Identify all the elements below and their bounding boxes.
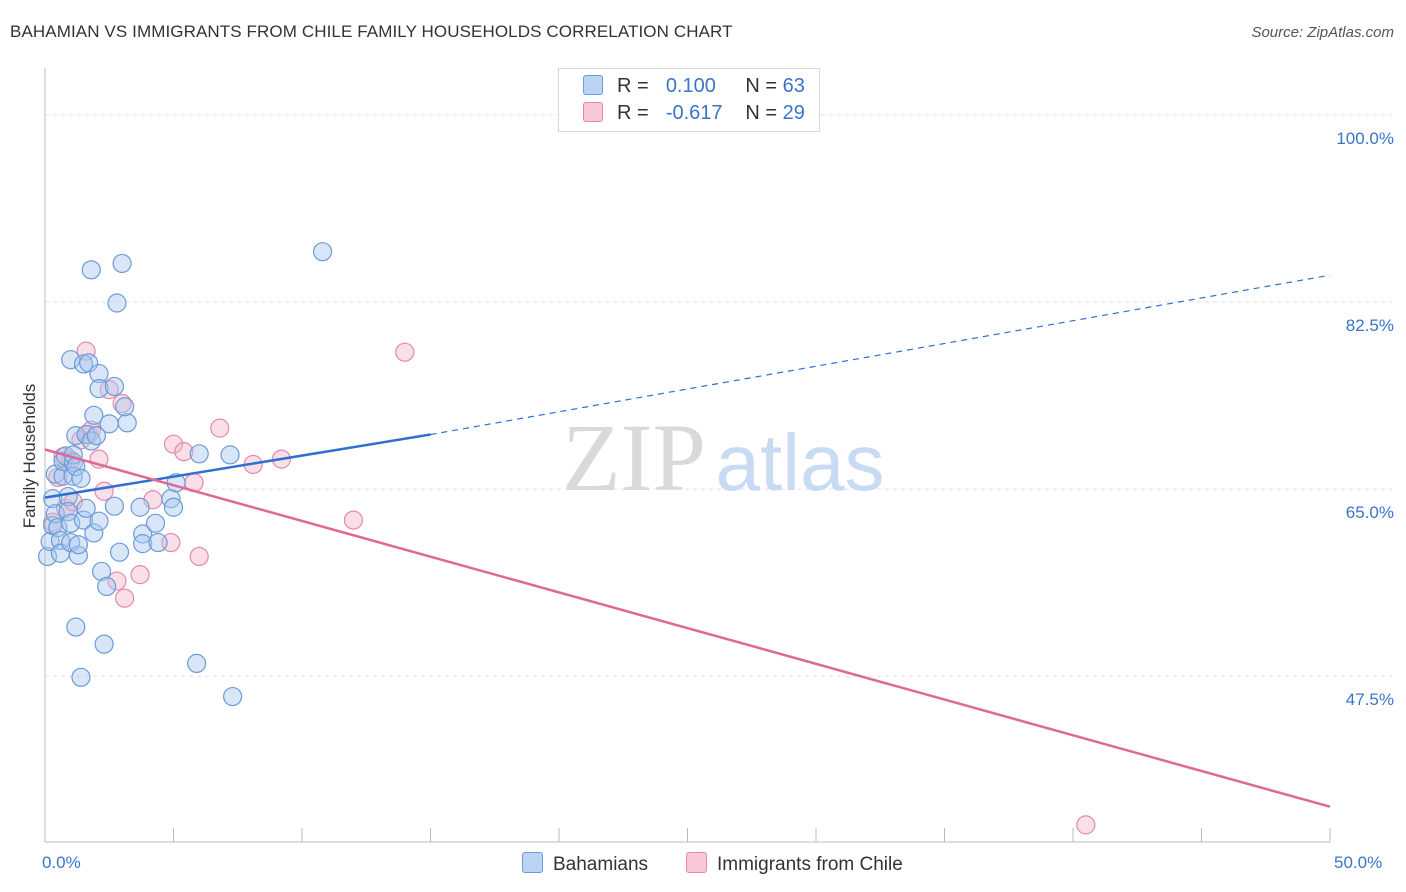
trend-line-immigrants-from-chile <box>44 448 1331 808</box>
point-bahamian <box>66 426 86 446</box>
legend-r-value-bahamians: 0.100 <box>665 75 716 97</box>
watermark-atlas: atlas <box>716 418 885 507</box>
bottom-legend-label: Bahamians <box>553 854 649 875</box>
point-immigrants-from-chile <box>189 546 209 567</box>
legend-n-label: N = <box>745 75 778 97</box>
watermark-zip: ZIP <box>562 404 706 511</box>
point-immigrants-from-chile <box>163 434 184 454</box>
trend-lines <box>44 274 1331 808</box>
point-bahamian <box>148 532 168 553</box>
bottom-legend-label: Immigrants from Chile <box>717 854 903 875</box>
point-bahamian <box>109 542 130 562</box>
point-bahamian <box>187 653 207 674</box>
legend-n-value-bahamians: 63 <box>782 75 805 97</box>
point-immigrants-from-chile <box>99 380 119 400</box>
y-tick-label: 47.5% <box>1345 690 1394 710</box>
chart-title: BAHAMIAN VS IMMIGRANTS FROM CHILE FAMILY… <box>10 22 733 41</box>
point-bahamian <box>68 535 89 555</box>
point-bahamian <box>89 363 109 384</box>
bottom-legend-swatch-blue <box>522 852 543 873</box>
point-immigrants-from-chile <box>55 498 76 518</box>
legend-r-label: R = <box>617 75 649 97</box>
legend-swatch-blue <box>583 75 603 95</box>
point-immigrants-from-chile <box>210 418 230 438</box>
legend-r-value-chile: -0.617 <box>665 102 723 124</box>
point-bahamian <box>130 497 150 517</box>
point-bahamian <box>73 510 94 530</box>
legend-row-bahamians: R = 0.100 N = 63 <box>583 75 805 98</box>
point-bahamian <box>99 414 119 434</box>
source-label: Source: ZipAtlas.com <box>1251 24 1394 41</box>
point-bahamian <box>133 524 153 544</box>
watermark: ZIP atlas <box>562 404 884 511</box>
point-bahamian <box>43 489 63 509</box>
point-bahamian <box>112 253 132 274</box>
trend-line-bahamians-extension <box>430 274 1331 436</box>
y-tick-label: 65.0% <box>1345 503 1394 523</box>
bottom-legend-swatch-pink <box>686 852 707 873</box>
y-tick-label: 82.5% <box>1345 315 1394 335</box>
point-bahamian <box>89 378 109 399</box>
point-immigrants-from-chile <box>112 393 132 414</box>
point-immigrants-from-chile <box>130 565 150 585</box>
point-bahamian <box>104 496 124 516</box>
point-bahamian <box>189 444 209 464</box>
point-immigrants-from-chile <box>395 342 415 362</box>
point-immigrants-from-chile <box>107 571 127 591</box>
legend-n-value-chile: 29 <box>782 102 805 124</box>
series-immigrants-from-chile <box>43 341 1096 835</box>
point-bahamian <box>312 242 333 262</box>
point-bahamian <box>71 468 91 488</box>
point-bahamian <box>86 426 107 446</box>
point-bahamian <box>115 397 135 417</box>
bottom-legend-bahamians: Bahamians <box>522 852 648 876</box>
y-axis-title: Family Households <box>20 383 39 529</box>
point-bahamian <box>107 293 127 313</box>
point-immigrants-from-chile <box>343 510 363 530</box>
point-bahamian <box>104 376 124 397</box>
point-bahamian <box>89 511 109 531</box>
point-bahamian <box>163 497 184 517</box>
point-bahamian <box>76 424 96 445</box>
axes <box>44 68 1331 843</box>
point-bahamian <box>220 445 240 465</box>
point-bahamian <box>81 260 101 280</box>
point-bahamian <box>133 534 153 554</box>
point-bahamian <box>76 498 96 518</box>
trend-line-bahamians <box>44 433 431 499</box>
point-bahamian <box>68 545 89 565</box>
stats-legend: R = 0.100 N = 63 R = -0.617 N = 29 <box>558 68 820 132</box>
point-bahamian <box>71 667 91 687</box>
legend-n-label: N = <box>745 102 778 124</box>
legend-swatch-pink <box>583 102 603 122</box>
point-immigrants-from-chile <box>1076 815 1096 835</box>
point-immigrants-from-chile <box>174 442 194 462</box>
point-bahamian <box>91 561 112 582</box>
point-bahamian <box>66 617 86 637</box>
point-bahamian <box>117 413 137 433</box>
legend-row-chile: R = -0.617 N = 29 <box>583 102 805 125</box>
point-immigrants-from-chile <box>115 588 135 608</box>
point-bahamian <box>84 523 104 543</box>
y-tick-label: 100.0% <box>1336 128 1394 148</box>
grid-lines <box>45 114 1392 677</box>
bottom-legend-chile: Immigrants from Chile <box>686 852 903 876</box>
x-tick-label-max: 50.0% <box>1334 853 1383 872</box>
point-bahamian <box>84 405 104 425</box>
point-bahamian <box>94 634 114 654</box>
series-bahamians <box>37 242 333 707</box>
point-bahamian <box>223 686 243 707</box>
x-tick-label-min: 0.0% <box>42 853 81 872</box>
point-bahamian <box>97 576 117 597</box>
point-bahamian <box>81 431 101 451</box>
legend-r-label: R = <box>617 102 649 124</box>
point-bahamian <box>145 513 166 533</box>
